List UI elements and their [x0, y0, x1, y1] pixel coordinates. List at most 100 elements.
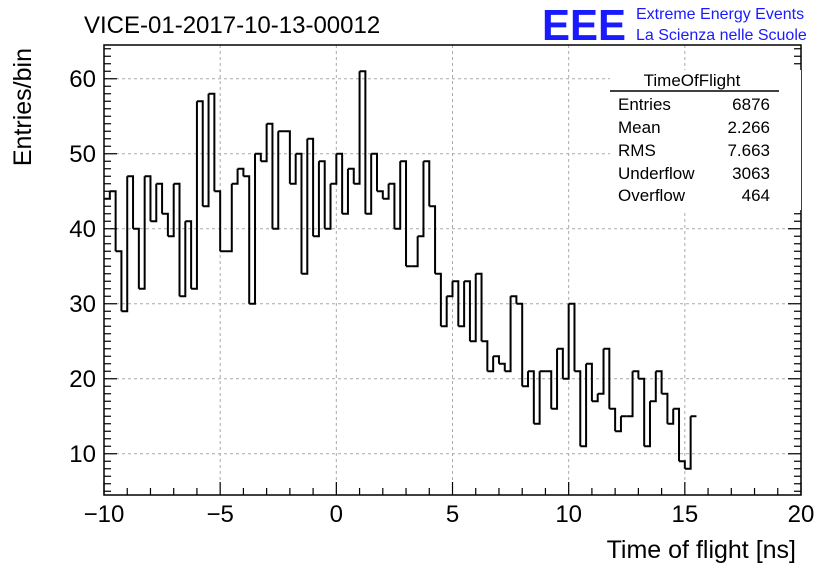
histogram-bin [330, 153, 338, 185]
y-tick-labels: 10 20 30 40 50 60 [69, 66, 96, 468]
histogram-bin [347, 167, 355, 184]
histogram-bin [667, 408, 675, 425]
histogram-bin [318, 160, 326, 229]
histogram [104, 70, 697, 470]
histogram-bin [562, 303, 570, 380]
histogram-bin [121, 176, 129, 313]
histogram-bin [458, 281, 466, 328]
histogram-bin [603, 347, 611, 409]
histogram-bin [429, 205, 437, 274]
histogram-bin [516, 302, 524, 387]
histogram-bin [446, 281, 454, 298]
histogram-bin [231, 168, 239, 185]
histogram-bin [522, 371, 530, 388]
histogram-bin [115, 250, 123, 312]
histogram-bin [382, 183, 390, 200]
x-tick-label: −5 [206, 501, 233, 528]
histogram-bin [615, 416, 622, 433]
histogram-bin [469, 273, 477, 343]
histogram-bin [237, 167, 245, 177]
histogram-bin [191, 101, 198, 290]
histogram-bin [655, 370, 663, 394]
histogram-bin [644, 401, 651, 448]
stats-box-title: TimeOfFlight [644, 71, 741, 90]
histogram-bin [243, 175, 251, 304]
histogram-bin [185, 220, 193, 289]
eee-logo: EEE [542, 1, 626, 50]
histogram-bin [167, 183, 175, 238]
histogram-bin [272, 131, 280, 230]
histogram-bin [586, 362, 593, 402]
histogram-bin [551, 348, 559, 410]
stat-label-rms: RMS [618, 141, 656, 160]
histogram-bin [487, 356, 495, 373]
stat-label-entries: Entries [618, 95, 671, 114]
histogram-bin [528, 370, 535, 424]
stat-value-overflow: 464 [742, 186, 770, 205]
stat-value-mean: 2.266 [727, 118, 770, 137]
histogram-bin [133, 227, 140, 289]
histogram-bin [162, 212, 169, 237]
stat-value-entries: 6876 [732, 95, 770, 114]
histogram-bin [173, 182, 181, 297]
histogram-bin [684, 416, 692, 470]
histogram-bin [493, 355, 500, 364]
histogram-bin [679, 460, 686, 469]
histogram-bin [411, 236, 419, 268]
histogram-bin [591, 393, 599, 403]
histogram-bin [498, 362, 506, 372]
histogram-bin [574, 370, 582, 447]
histogram-bin [324, 183, 332, 230]
x-tick-label: 15 [671, 501, 698, 528]
histogram-bin [266, 122, 274, 229]
histogram-bin [371, 152, 378, 192]
histogram-bin [225, 183, 233, 253]
x-tick-label: 10 [555, 501, 582, 528]
histogram-bin [626, 371, 634, 418]
histogram-bin [464, 280, 471, 342]
histogram-bin [452, 280, 460, 327]
x-axis-title: Time of flight [ns] [607, 536, 796, 564]
y-tick-label: 50 [69, 141, 96, 168]
histogram-bin [307, 137, 315, 237]
stat-value-underflow: 3063 [732, 164, 770, 183]
histogram-bin [435, 272, 442, 327]
histogram-bin [533, 371, 541, 425]
y-tick-label: 10 [69, 441, 96, 468]
stats-box-background [610, 70, 801, 210]
histogram-bin [150, 183, 158, 223]
grid-lines [104, 45, 801, 495]
y-tick-label: 60 [69, 66, 96, 93]
brand-line-1: Extreme Energy Events [636, 6, 804, 23]
stats-box: TimeOfFlight Entries 6876 Mean 2.266 RMS… [610, 70, 801, 210]
histogram-bin [179, 221, 187, 298]
run-title: VICE-01-2017-10-13-00012 [84, 12, 380, 39]
histogram-bin [440, 296, 448, 328]
histogram-bin [423, 160, 431, 207]
histogram-bin [260, 123, 268, 163]
histogram-bin [400, 160, 408, 267]
histogram-bin [673, 407, 681, 462]
histogram-bin [336, 152, 344, 214]
x-tick-label: 0 [330, 501, 343, 528]
histogram-bin [138, 176, 146, 290]
histogram-bin [156, 182, 164, 214]
histogram-bin [661, 392, 669, 424]
histogram-bin [510, 295, 518, 304]
x-tick-label: −10 [84, 501, 125, 528]
histogram-bin [504, 296, 512, 373]
histogram-bin [144, 175, 152, 222]
histogram-bin [104, 191, 111, 200]
histogram-bin [109, 190, 117, 252]
histogram-bin [649, 371, 657, 403]
histogram-bin [597, 348, 605, 395]
histogram-bin [388, 182, 396, 229]
histogram-bin [301, 138, 309, 275]
y-tick-label: 30 [69, 291, 96, 318]
histogram-bin [313, 161, 320, 238]
histogram-bin [196, 100, 204, 207]
histogram-bin [353, 71, 361, 185]
histogram-bin [127, 175, 135, 229]
histogram-bin [284, 130, 291, 184]
histogram-bin [208, 92, 216, 192]
